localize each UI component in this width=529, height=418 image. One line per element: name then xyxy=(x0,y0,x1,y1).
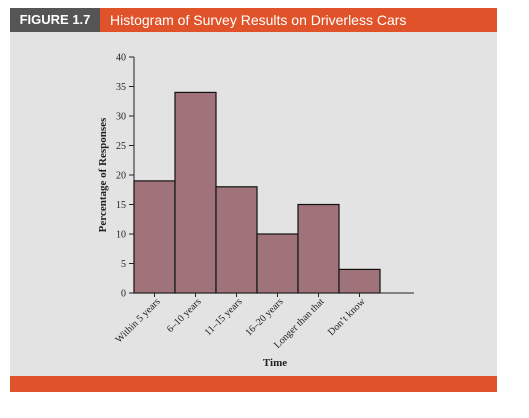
y-tick-label: 15 xyxy=(116,200,126,211)
x-tick-label: 16–20 years xyxy=(243,296,285,338)
x-tick-label: 6–10 years xyxy=(165,296,204,335)
y-tick-label: 25 xyxy=(116,141,126,152)
y-axis-title: Percentage of Responses xyxy=(97,117,109,232)
x-tick-label: 11–15 years xyxy=(203,296,245,338)
x-tick-label: Don’t know xyxy=(326,296,368,338)
x-tick-label: Within 5 years xyxy=(113,296,162,345)
histogram-bar xyxy=(133,180,176,294)
y-tick-label: 30 xyxy=(116,112,126,123)
y-tick-label: 10 xyxy=(116,230,126,241)
y-tick-label: 20 xyxy=(116,171,126,182)
figure-label: FIGURE 1.7 xyxy=(10,8,100,32)
bars xyxy=(133,91,381,294)
figure-footer-bar xyxy=(10,376,497,392)
histogram-bar xyxy=(215,186,258,294)
histogram-bar xyxy=(297,203,340,294)
figure-header: FIGURE 1.7 Histogram of Survey Results o… xyxy=(10,8,497,32)
x-axis: Within 5 years 6–10 years 11–15 years16–20… xyxy=(113,292,414,351)
figure-frame: FIGURE 1.7 Histogram of Survey Results o… xyxy=(10,0,497,392)
y-axis: 0 5 10 15 20 25 30 35 40 xyxy=(116,53,135,300)
y-tick-label: 35 xyxy=(116,82,126,93)
y-tick-label: 0 xyxy=(121,289,126,300)
y-tick-label: 5 xyxy=(121,259,126,270)
figure-title: Histogram of Survey Results on Driverles… xyxy=(110,12,407,28)
histogram-bar xyxy=(256,233,299,294)
x-axis-title: Time xyxy=(263,357,287,369)
histogram-bar xyxy=(338,268,381,294)
y-tick-label: 40 xyxy=(116,53,126,64)
histogram-bar xyxy=(174,91,217,294)
